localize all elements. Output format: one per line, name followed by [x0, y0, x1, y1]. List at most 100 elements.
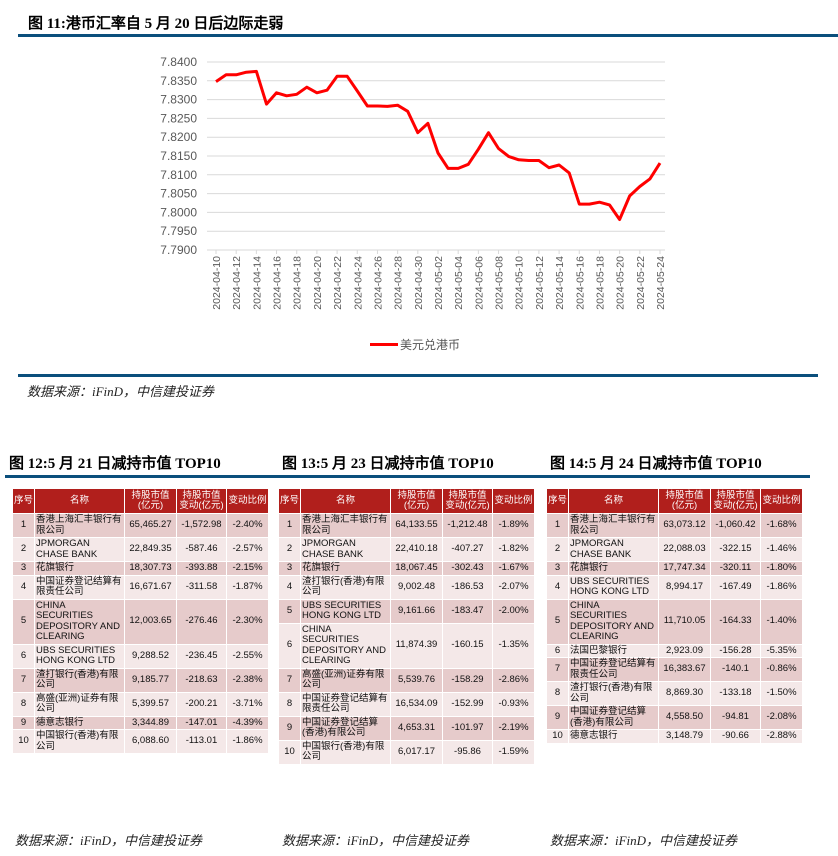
table-row: 6 UBS SECURITIES HONG KONG LTD 9,288.52 -23… [12, 643, 269, 669]
change-ratio-cell: -2.15% [226, 561, 269, 576]
rank-cell: 6 [278, 622, 301, 669]
y-tick-label: 7.8000 [160, 205, 197, 219]
value-change-cell: -158.29 [442, 667, 493, 693]
name-cell: JPMORGAN CHASE BANK [568, 537, 659, 562]
change-ratio-cell: -2.00% [492, 598, 535, 624]
value-change-cell: -167.49 [710, 574, 761, 600]
rank-cell: 8 [12, 691, 35, 717]
y-tick-label: 7.8100 [160, 168, 197, 182]
table-row: 4 中国证券登记结算有限责任公司 16,671.67 -311.58 -1.87% [12, 574, 269, 600]
table-row: 9 中国证券登记结算(香港)有限公司 4,653.31 -101.97 -2.19% [278, 715, 535, 741]
rank-cell: 1 [546, 513, 569, 538]
name-cell: 渣打银行(香港)有限公司 [300, 574, 391, 600]
change-ratio-cell: -1.89% [492, 513, 535, 538]
holding-value-cell: 9,185.77 [124, 667, 177, 693]
exchange-rate-line-chart: 7.8400 7.8350 7.8300 7.8250 7.8200 7.8150 7.81… [160, 55, 667, 310]
holding-value-cell: 9,161.66 [390, 598, 443, 624]
rank-cell: 4 [12, 574, 35, 600]
change-ratio-cell: -2.19% [492, 715, 535, 741]
change-ratio-cell: -2.88% [760, 729, 803, 744]
name-cell: UBS SECURITIES HONG KONG LTD [34, 643, 125, 669]
rank-cell: 4 [278, 574, 301, 600]
x-tick-label: 2024-05-16 [574, 256, 586, 310]
holding-value-cell: 22,088.03 [658, 537, 711, 562]
x-tick-label: 2024-05-20 [615, 256, 627, 310]
x-tick-label: 2024-04-16 [272, 256, 284, 310]
change-ratio-cell: -0.86% [760, 657, 803, 682]
rank-cell: 9 [546, 705, 569, 730]
change-ratio-cell: -1.40% [760, 598, 803, 645]
table-row: 7 中国证券登记结算有限责任公司 16,383.67 -140.1 -0.86% [546, 657, 803, 682]
rank-cell: 3 [278, 561, 301, 576]
value-change-cell: -407.27 [442, 537, 493, 562]
x-tick-label: 2024-05-12 [534, 256, 546, 310]
name-cell: 高盛(亚洲)证券有限公司 [34, 691, 125, 717]
table-row: 2 JPMORGAN CHASE BANK 22,849.35 -587.46 -2.5… [12, 537, 269, 562]
name-cell: 中国银行(香港)有限公司 [300, 739, 391, 765]
change-ratio-cell: -0.93% [492, 691, 535, 717]
title-rule [18, 34, 838, 37]
name-cell: 中国证券登记结算(香港)有限公司 [568, 705, 659, 730]
value-change-cell: -140.1 [710, 657, 761, 682]
change-ratio-cell: -2.07% [492, 574, 535, 600]
rank-cell: 2 [12, 537, 35, 562]
tables-rule [5, 475, 810, 478]
holding-value-cell: 18,307.73 [124, 561, 177, 576]
y-tick-label: 7.8250 [160, 111, 197, 125]
name-cell: 高盛(亚洲)证券有限公司 [300, 667, 391, 693]
rank-cell: 3 [546, 561, 569, 576]
name-cell: JPMORGAN CHASE BANK [300, 537, 391, 562]
holding-value-cell: 6,088.60 [124, 729, 177, 754]
x-tick-label: 2024-05-04 [453, 256, 465, 310]
figure-11-title: 图 11:港币汇率自 5 月 20 日后边际走弱 [28, 16, 284, 32]
series-line-usd-hkd [215, 69, 662, 221]
table-row: 8 渣打银行(香港)有限公司 8,869.30 -133.18 -1.50% [546, 681, 803, 706]
holding-value-cell: 6,017.17 [390, 739, 443, 765]
value-change-cell: -90.66 [710, 729, 761, 744]
holding-value-cell: 5,399.57 [124, 691, 177, 717]
name-cell: 香港上海汇丰银行有限公司 [34, 513, 125, 538]
y-tick-label: 7.8400 [160, 55, 197, 69]
table-figure-12: 序号 名称 持股市值(亿元) 持股市值变动(亿元) 变动比例 1 香港上海汇丰银行有限公司 6… [12, 488, 269, 754]
holding-value-cell: 9,002.48 [390, 574, 443, 600]
column-header: 持股市值(亿元) [658, 488, 711, 514]
value-change-cell: -1,572.98 [176, 513, 227, 538]
table-row: 10 中国银行(香港)有限公司 6,088.60 -113.01 -1.86% [12, 729, 269, 754]
holding-value-cell: 22,410.18 [390, 537, 443, 562]
change-ratio-cell: -1.86% [226, 729, 269, 754]
value-change-cell: -160.15 [442, 622, 493, 669]
figure-12-title: 图 12:5 月 21 日减持市值 TOP10 [9, 456, 221, 472]
name-cell: 香港上海汇丰银行有限公司 [300, 513, 391, 538]
y-tick-label: 7.8350 [160, 74, 197, 88]
x-tick-label: 2024-04-12 [231, 256, 243, 310]
value-change-cell: -236.45 [176, 643, 227, 669]
value-change-cell: -311.58 [176, 574, 227, 600]
holding-value-cell: 16,671.67 [124, 574, 177, 600]
name-cell: 法国巴黎银行 [568, 643, 659, 658]
table-row: 10 中国银行(香港)有限公司 6,017.17 -95.86 -1.59% [278, 739, 535, 765]
x-tick-label: 2024-05-10 [514, 256, 526, 310]
change-ratio-cell: -3.71% [226, 691, 269, 717]
y-tick-label: 7.7900 [160, 243, 197, 257]
table-row: 1 香港上海汇丰银行有限公司 65,465.27 -1,572.98 -2.40% [12, 513, 269, 538]
rank-cell: 3 [12, 561, 35, 576]
table-row: 3 花旗银行 18,067.45 -302.43 -1.67% [278, 561, 535, 576]
value-change-cell: -133.18 [710, 681, 761, 706]
rank-cell: 6 [546, 643, 569, 658]
change-ratio-cell: -1.87% [226, 574, 269, 600]
holding-value-cell: 9,288.52 [124, 643, 177, 669]
rank-cell: 7 [546, 657, 569, 682]
name-cell: UBS SECURITIES HONG KONG LTD [568, 574, 659, 600]
change-ratio-cell: -2.57% [226, 537, 269, 562]
chart-bottom-rule [18, 374, 818, 377]
rank-cell: 9 [12, 715, 35, 730]
rank-cell: 10 [546, 729, 569, 744]
name-cell: JPMORGAN CHASE BANK [34, 537, 125, 562]
change-ratio-cell: -1.50% [760, 681, 803, 706]
change-ratio-cell: -1.80% [760, 561, 803, 576]
value-change-cell: -147.01 [176, 715, 227, 730]
rank-cell: 8 [546, 681, 569, 706]
change-ratio-cell: -1.46% [760, 537, 803, 562]
table-row: 1 香港上海汇丰银行有限公司 64,133.55 -1,212.48 -1.89% [278, 513, 535, 538]
name-cell: 德意志银行 [34, 715, 125, 730]
